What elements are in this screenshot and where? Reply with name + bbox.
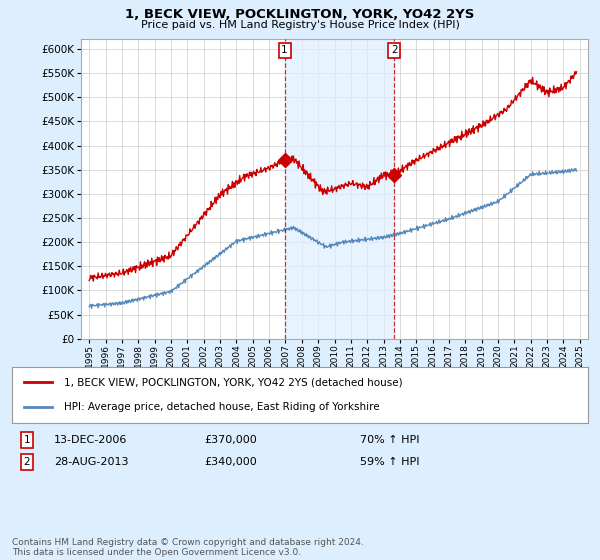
Text: 28-AUG-2013: 28-AUG-2013 [54, 457, 128, 467]
Text: 1, BECK VIEW, POCKLINGTON, YORK, YO42 2YS (detached house): 1, BECK VIEW, POCKLINGTON, YORK, YO42 2Y… [64, 377, 403, 388]
Text: £370,000: £370,000 [204, 435, 257, 445]
Text: Contains HM Land Registry data © Crown copyright and database right 2024.
This d: Contains HM Land Registry data © Crown c… [12, 538, 364, 557]
Text: 1: 1 [23, 435, 31, 445]
Text: 1: 1 [281, 45, 288, 55]
Text: HPI: Average price, detached house, East Riding of Yorkshire: HPI: Average price, detached house, East… [64, 402, 379, 412]
Text: 13-DEC-2006: 13-DEC-2006 [54, 435, 127, 445]
Text: Price paid vs. HM Land Registry's House Price Index (HPI): Price paid vs. HM Land Registry's House … [140, 20, 460, 30]
Text: 2: 2 [23, 457, 31, 467]
Text: 70% ↑ HPI: 70% ↑ HPI [360, 435, 419, 445]
Bar [284, 39, 394, 339]
Text: 2: 2 [391, 45, 398, 55]
Text: 1, BECK VIEW, POCKLINGTON, YORK, YO42 2YS: 1, BECK VIEW, POCKLINGTON, YORK, YO42 2Y… [125, 8, 475, 21]
Text: 59% ↑ HPI: 59% ↑ HPI [360, 457, 419, 467]
Text: £340,000: £340,000 [204, 457, 257, 467]
